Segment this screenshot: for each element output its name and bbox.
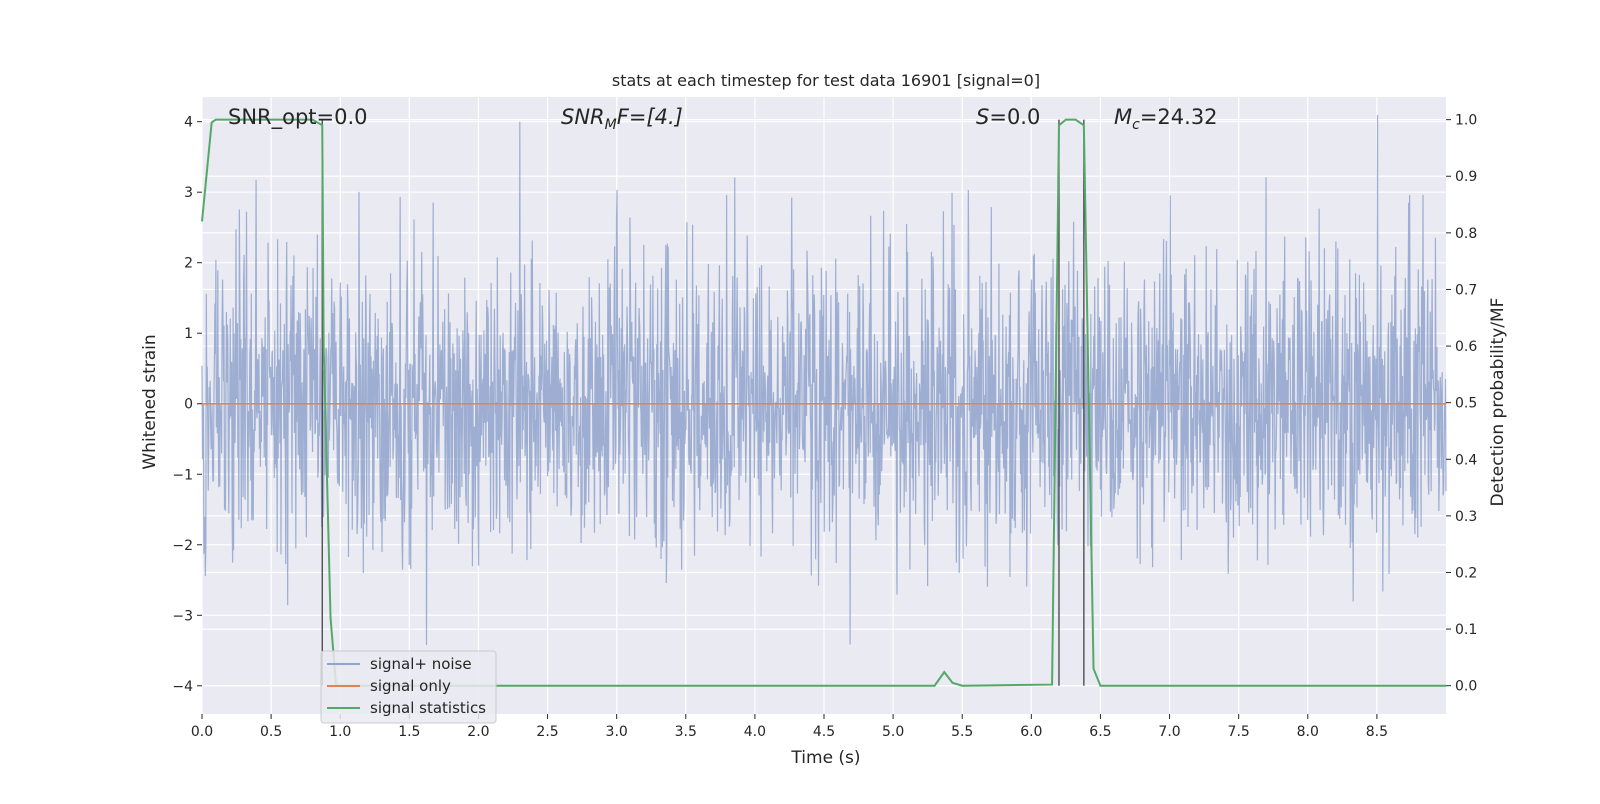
- y-tick-label-5: 1: [184, 326, 193, 342]
- y2-tick-label-2: 0.2: [1455, 565, 1477, 581]
- series-signal-noise: [201, 115, 1447, 646]
- y-tick-label-7: 3: [184, 185, 193, 201]
- y-tick-label-3: −1: [172, 467, 193, 483]
- legend: signal+ noise signal only signal statist…: [320, 650, 497, 724]
- y2-tick-label-10: 1.0: [1455, 113, 1477, 129]
- series-signal-statistics: [201, 118, 1446, 687]
- annotation-snr-opt: SNR_opt=0.0: [228, 105, 368, 130]
- x-tick-label-12: 6.0: [1020, 724, 1042, 740]
- x-tick-label-6: 3.0: [606, 724, 628, 740]
- x-tick-label-7: 3.5: [675, 724, 697, 740]
- y2-tick-label-1: 0.1: [1455, 622, 1477, 638]
- y2-axis-label: Detection probability/MF: [1488, 298, 1508, 507]
- annotation-snr-mf: SNRMF=[4.]: [561, 105, 683, 133]
- chart-title: stats at each timestep for test data 169…: [612, 71, 1040, 90]
- y2-tick-label-4: 0.4: [1455, 452, 1477, 468]
- y-axis-label: Whitened strain: [140, 334, 160, 469]
- x-tick-label-17: 8.5: [1366, 724, 1388, 740]
- x-tick-label-16: 8.0: [1297, 724, 1319, 740]
- y-tick-label-1: −3: [172, 608, 193, 624]
- x-tick-label-14: 7.0: [1158, 724, 1180, 740]
- x-tick-label-11: 5.5: [951, 724, 973, 740]
- y2-tick-label-0: 0.0: [1455, 679, 1477, 695]
- y2-tick-label-7: 0.7: [1455, 282, 1477, 298]
- x-tick-label-8: 4.0: [744, 724, 766, 740]
- y-tick-label-2: −2: [172, 538, 193, 554]
- y-tick-label-8: 4: [184, 115, 193, 131]
- x-tick-label-15: 7.5: [1228, 724, 1250, 740]
- y-tick-label-0: −4: [172, 679, 193, 695]
- x-tick-label-4: 2.0: [467, 724, 489, 740]
- legend-label-signal-statistics: signal statistics: [370, 699, 486, 717]
- x-tick-label-5: 2.5: [536, 724, 558, 740]
- y2-tick-label-9: 0.9: [1455, 169, 1477, 185]
- y2-tick-label-8: 0.8: [1455, 226, 1477, 242]
- annotation-s: S=0.0: [976, 105, 1040, 129]
- x-tick-label-13: 6.5: [1089, 724, 1111, 740]
- legend-label-signal-noise: signal+ noise: [370, 655, 472, 673]
- x-axis-label: Time (s): [790, 748, 860, 768]
- y-tick-label-6: 2: [184, 256, 193, 272]
- x-tick-label-9: 4.5: [813, 724, 835, 740]
- annotation-mc: Mc=24.32: [1114, 105, 1218, 133]
- x-tick-label-3: 1.5: [398, 724, 420, 740]
- legend-box: [320, 650, 497, 724]
- y2-tick-label-5: 0.5: [1455, 396, 1477, 412]
- y2-tick-label-6: 0.6: [1455, 339, 1477, 355]
- x-tick-label-1: 0.5: [260, 724, 282, 740]
- x-tick-label-10: 5.0: [882, 724, 904, 740]
- x-tick-label-0: 0.0: [191, 724, 213, 740]
- y2-tick-label-3: 0.3: [1455, 509, 1477, 525]
- x-tick-label-2: 1.0: [329, 724, 351, 740]
- legend-label-signal-only: signal only: [370, 677, 451, 695]
- y-tick-label-4: 0: [184, 397, 193, 413]
